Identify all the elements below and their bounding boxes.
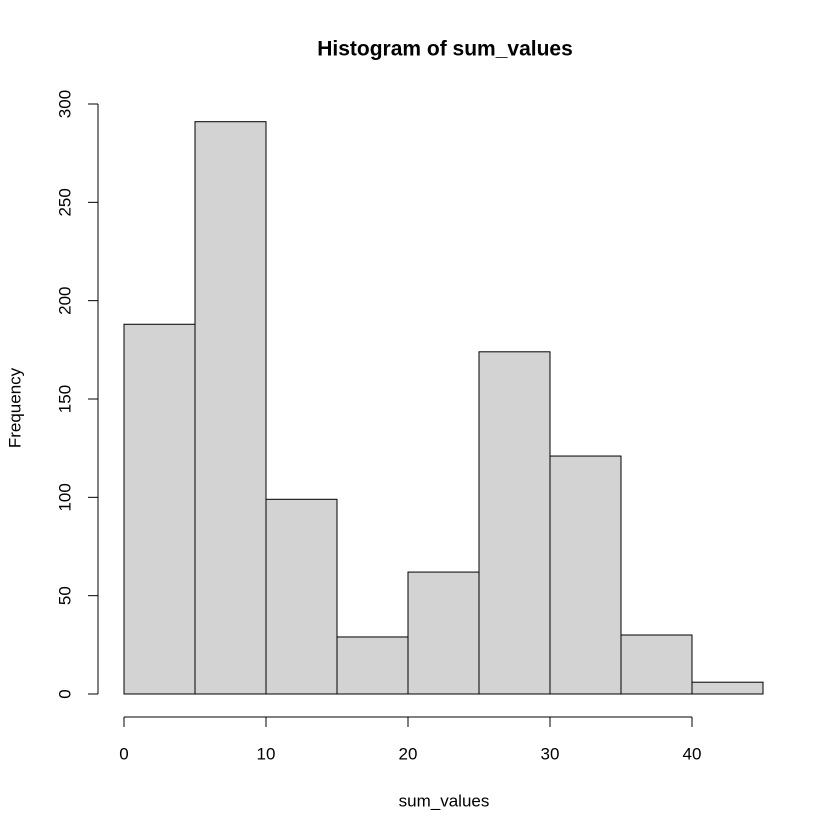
x-tick-label: 0 <box>119 744 128 763</box>
bar <box>549 455 622 695</box>
bar <box>691 681 764 695</box>
bar <box>265 498 338 695</box>
x-axis-label: sum_values <box>399 791 490 810</box>
y-tick-label: 300 <box>55 90 74 118</box>
chart-title: Histogram of sum_values <box>317 38 573 61</box>
y-tick-label: 50 <box>55 586 74 605</box>
bar <box>194 121 267 695</box>
y-tick-label: 250 <box>55 188 74 216</box>
x-tick-label: 10 <box>257 744 276 763</box>
bar <box>336 636 409 695</box>
y-tick-label: 100 <box>55 483 74 511</box>
x-tick-label: 40 <box>683 744 702 763</box>
x-tick-label: 30 <box>541 744 560 763</box>
bar <box>407 571 480 695</box>
bar <box>620 634 693 695</box>
y-tick-label: 0 <box>55 689 74 698</box>
y-axis-label: Frequency <box>5 367 24 448</box>
bar <box>123 323 196 695</box>
y-tick-label: 200 <box>55 286 74 314</box>
x-tick-label: 20 <box>399 744 418 763</box>
y-tick-label: 150 <box>55 385 74 413</box>
bar <box>478 351 551 695</box>
